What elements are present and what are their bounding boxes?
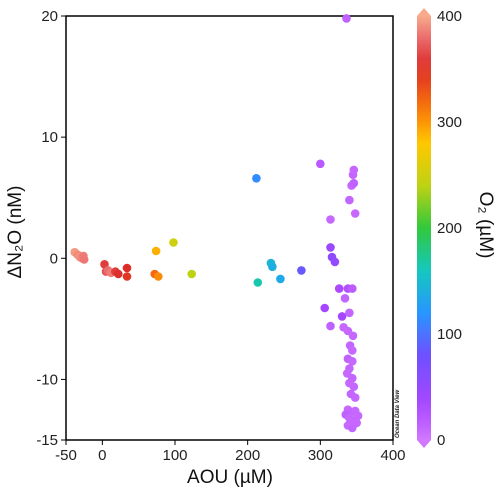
data-point xyxy=(330,257,340,267)
colorbar-tick-label: 300 xyxy=(437,114,462,131)
x-tick-label: 100 xyxy=(162,447,187,464)
y-tick-label: 10 xyxy=(41,129,58,146)
watermark: Ocean Data View xyxy=(395,390,401,438)
plot-area xyxy=(65,15,394,441)
x-axis: -50 0 100 200 300 400 xyxy=(55,440,406,464)
colorbar-top-arrow xyxy=(417,8,431,16)
colorbar-tick-label: 400 xyxy=(437,8,462,25)
data-point xyxy=(348,357,357,366)
data-point xyxy=(297,266,306,275)
y-tick-label: -15 xyxy=(36,432,58,449)
data-point xyxy=(316,159,325,169)
data-point xyxy=(346,417,356,427)
data-point xyxy=(122,263,132,273)
data-point xyxy=(268,262,277,272)
points-layer xyxy=(70,14,363,433)
data-point xyxy=(340,294,350,303)
data-point xyxy=(169,238,178,247)
data-point xyxy=(122,272,132,281)
data-point xyxy=(349,178,359,188)
data-point xyxy=(187,269,196,279)
data-point xyxy=(79,255,89,264)
data-point xyxy=(349,382,359,392)
colorbar-tick-label: 200 xyxy=(437,220,462,237)
colorbar-tick-label: 100 xyxy=(437,326,462,343)
data-point xyxy=(349,165,359,175)
data-point xyxy=(337,312,347,321)
data-point xyxy=(348,331,358,341)
colorbar: 0 100 200 300 400 xyxy=(417,8,462,449)
y-tick-label: 20 xyxy=(41,8,58,25)
data-point xyxy=(350,393,360,402)
y-axis-label: ΔN₂O (nM) xyxy=(5,186,26,279)
data-point xyxy=(253,278,263,287)
data-point xyxy=(154,272,163,281)
y-tick-label: 0 xyxy=(50,250,58,267)
data-point xyxy=(342,14,351,23)
x-tick-label: 400 xyxy=(380,447,405,464)
data-point xyxy=(326,215,335,224)
x-tick-label: 300 xyxy=(308,447,333,464)
data-point xyxy=(326,243,335,252)
x-tick-label: 0 xyxy=(98,447,106,464)
colorbar-label: O₂ (µM) xyxy=(475,192,496,259)
data-point xyxy=(151,246,161,256)
colorbar-gradient xyxy=(417,16,431,440)
y-tick-label: -10 xyxy=(36,371,58,388)
x-axis-label: AOU (µM) xyxy=(187,467,273,488)
data-point xyxy=(350,209,360,218)
data-point xyxy=(326,321,335,331)
data-point xyxy=(345,308,354,318)
data-point xyxy=(276,274,285,284)
data-point xyxy=(345,195,354,205)
x-tick-label: 200 xyxy=(235,447,260,464)
colorbar-bottom-arrow xyxy=(417,440,431,448)
data-point xyxy=(334,284,344,293)
data-point xyxy=(348,346,357,355)
data-point xyxy=(320,303,330,313)
y-axis: -15 -10 0 10 20 xyxy=(36,8,66,449)
plot-frame xyxy=(65,15,394,441)
data-point xyxy=(114,269,123,279)
colorbar-tick-label: 0 xyxy=(437,432,445,449)
x-tick-label: -50 xyxy=(55,447,77,464)
data-point xyxy=(252,174,261,183)
data-point xyxy=(348,284,357,293)
